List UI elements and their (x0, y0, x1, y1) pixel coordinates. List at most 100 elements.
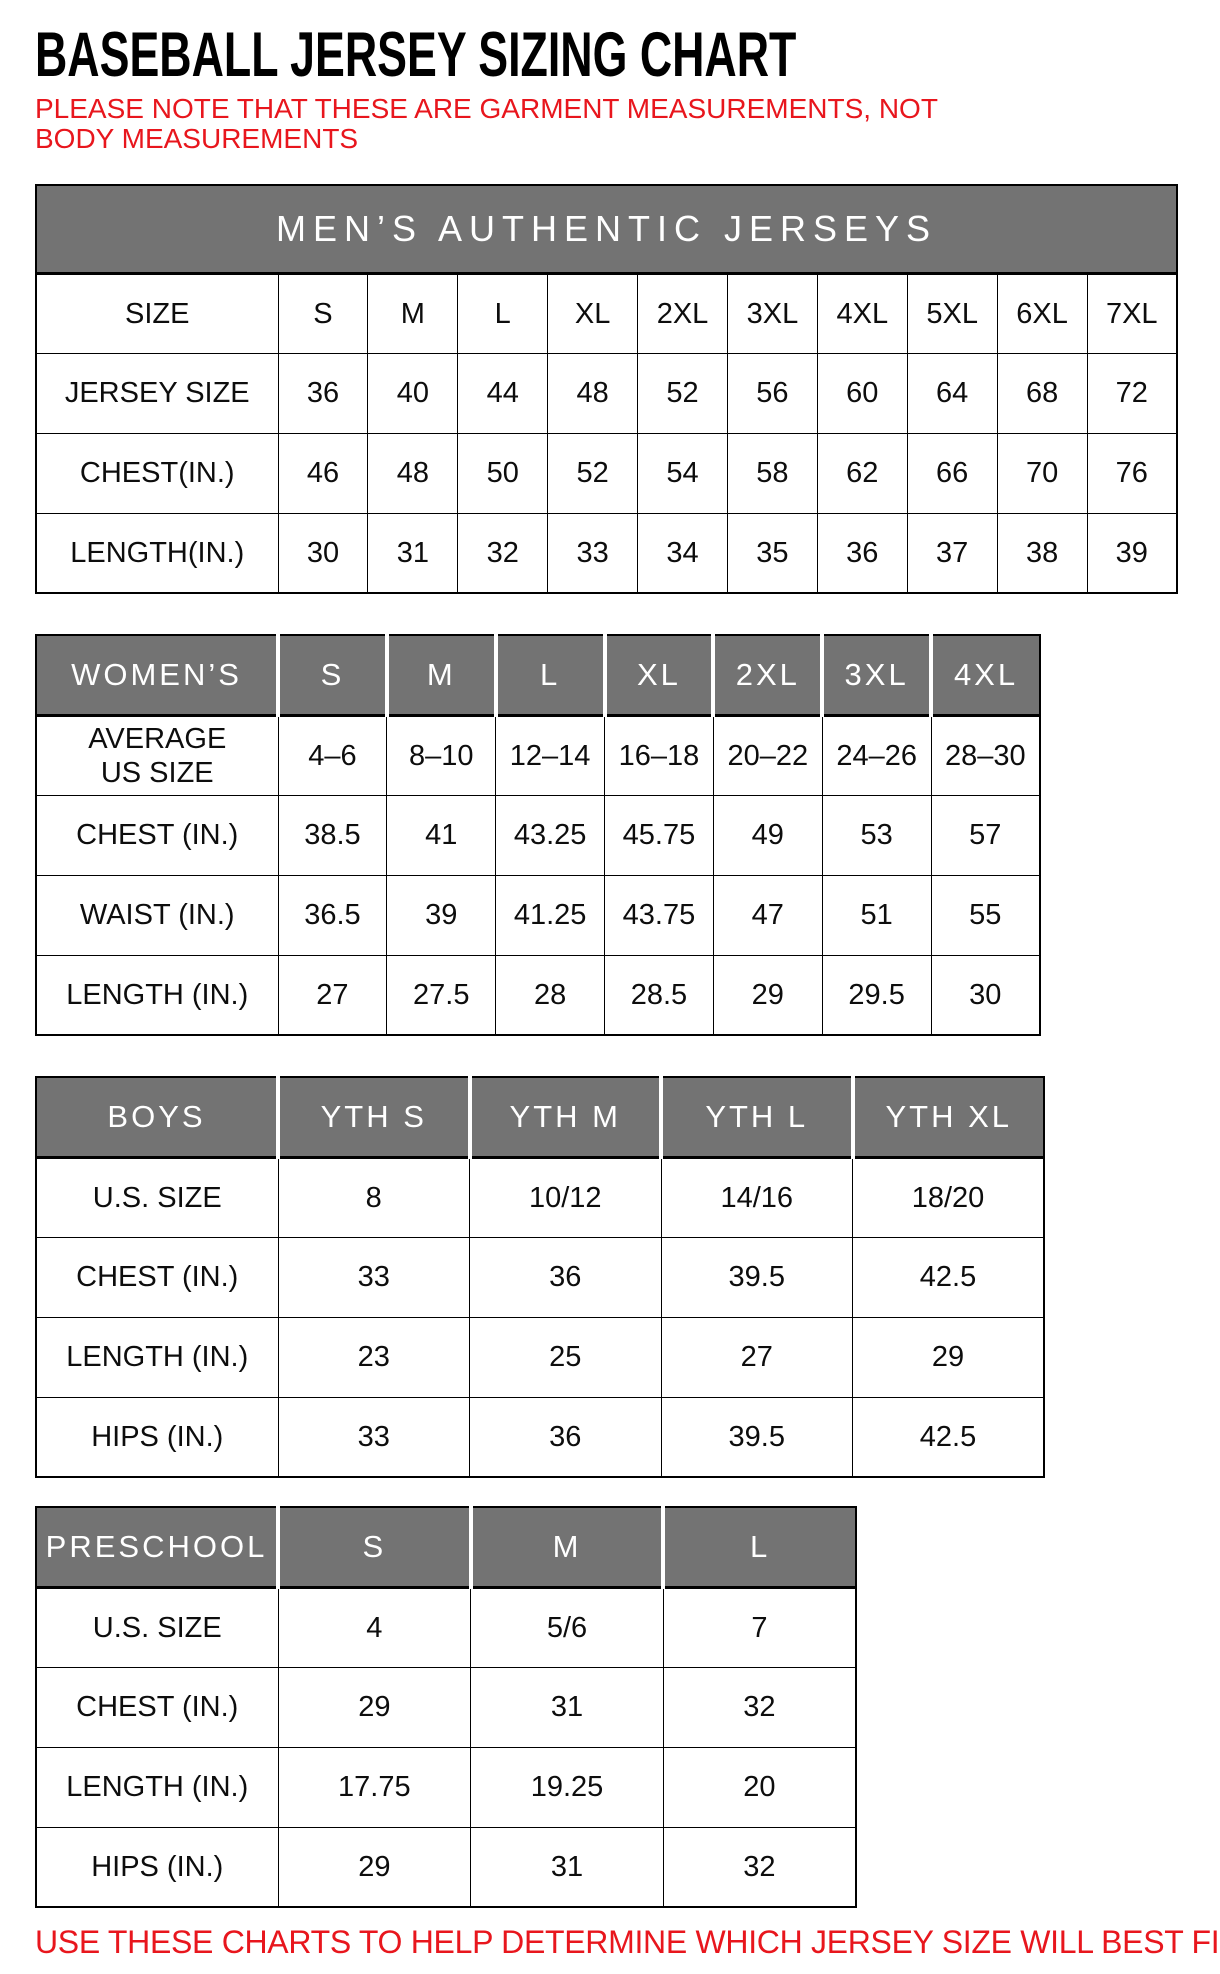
value-cell: 66 (906, 432, 998, 514)
value-cell: 27.5 (386, 954, 497, 1036)
table-header-cell: M (468, 1507, 664, 1587)
value-cell: 29 (277, 1826, 472, 1908)
value-cell: 16–18 (604, 713, 714, 796)
value-cell: 38 (996, 512, 1088, 594)
table-header-cell: S (276, 635, 387, 715)
value-cell: 17.75 (277, 1746, 472, 1828)
row-label: HIPS (IN.) (35, 1826, 279, 1908)
table-row: CHEST (IN.) 38.5 41 43.25 45.75 49 53 57 (35, 794, 1041, 876)
row-label: LENGTH (IN.) (35, 1316, 279, 1398)
value-cell: 23 (277, 1316, 470, 1398)
value-cell: M (367, 271, 459, 354)
table-row: LENGTH (IN.) 23 25 27 29 (35, 1316, 1045, 1398)
value-cell: 76 (1086, 432, 1178, 514)
value-cell: 3XL (726, 271, 818, 354)
value-cell: 44 (457, 352, 549, 434)
value-cell: 20 (662, 1746, 857, 1828)
value-cell: 39 (1086, 512, 1178, 594)
table-row: LENGTH (IN.) 27 27.5 28 28.5 29 29.5 30 (35, 954, 1041, 1036)
value-cell: 62 (816, 432, 908, 514)
row-label: CHEST (IN.) (35, 1666, 279, 1748)
value-cell: 39.5 (660, 1396, 853, 1478)
value-cell: 33 (277, 1236, 470, 1318)
value-cell: 12–14 (495, 713, 606, 796)
value-cell: 72 (1086, 352, 1178, 434)
value-cell: 51 (821, 874, 932, 956)
value-cell: 42.5 (852, 1396, 1045, 1478)
value-cell: 47 (712, 874, 823, 956)
value-cell: S (277, 271, 369, 354)
value-cell: 43.25 (495, 794, 606, 876)
table-row: AVERAGE US SIZE 4–6 8–10 12–14 16–18 20–22 24–… (35, 713, 1041, 796)
value-cell: 36.5 (277, 874, 388, 956)
value-cell: 30 (277, 512, 369, 594)
value-cell: 41.25 (495, 874, 606, 956)
value-cell: 18/20 (852, 1155, 1045, 1238)
table-header-cell: BOYS (36, 1077, 278, 1157)
value-cell: 42.5 (852, 1236, 1045, 1318)
value-cell: 31 (367, 512, 459, 594)
value-cell: 5/6 (470, 1585, 664, 1668)
fit-advice-footer: USE THESE CHARTS TO HELP DETERMINE WHICH… (35, 1924, 1220, 1960)
row-label: CHEST(IN.) (35, 432, 279, 514)
value-cell: 58 (726, 432, 818, 514)
value-cell: 32 (457, 512, 549, 594)
value-cell: L (457, 271, 549, 354)
value-cell: 33 (547, 512, 639, 594)
page-title: BASEBALL JERSEY SIZING CHART (35, 20, 797, 90)
value-cell: 48 (367, 432, 459, 514)
value-cell: 34 (637, 512, 728, 594)
value-cell: 50 (457, 432, 549, 514)
value-cell: 49 (712, 794, 823, 876)
value-cell: 52 (547, 432, 639, 514)
value-cell: 46 (277, 432, 369, 514)
value-cell: 36 (816, 512, 908, 594)
boys-sizing-table: BOYS YTH S YTH M YTH L YTH XL U.S. SIZE 8 10/12… (35, 1076, 1045, 1478)
preschool-sizing-table: PRESCHOOL S M L U.S. SIZE 4 5/6 7 CHEST (IN.) 29 3… (35, 1506, 857, 1908)
value-cell: 48 (547, 352, 639, 434)
row-label: WAIST (IN.) (35, 874, 279, 956)
row-label: JERSEY SIZE (35, 352, 279, 434)
table-header-cell: L (661, 1507, 856, 1587)
value-cell: 57 (930, 794, 1041, 876)
row-label: AVERAGE US SIZE (35, 713, 279, 796)
value-cell: 33 (277, 1396, 470, 1478)
mens-authentic-jerseys-table: MEN’S AUTHENTIC JERSEYS SIZE S M L XL 2XL 3XL 4X… (35, 184, 1178, 594)
value-cell: 31 (470, 1666, 664, 1748)
row-label: LENGTH(IN.) (35, 512, 279, 594)
value-cell: 29 (277, 1666, 472, 1748)
row-label: SIZE (35, 271, 279, 354)
value-cell: 39 (386, 874, 497, 956)
table-row: LENGTH(IN.) 30 31 32 33 34 35 36 37 38 39 (35, 512, 1178, 594)
value-cell: 54 (637, 432, 728, 514)
value-cell: 27 (277, 954, 388, 1036)
value-cell: 30 (930, 954, 1041, 1036)
value-cell: 60 (816, 352, 908, 434)
table-header-cell: PRESCHOOL (36, 1507, 278, 1587)
value-cell: 14/16 (660, 1155, 853, 1238)
value-cell: 29 (712, 954, 823, 1036)
value-cell: 29 (852, 1316, 1045, 1398)
table-header-cell: L (493, 635, 605, 715)
value-cell: 32 (662, 1826, 857, 1908)
value-cell: 36 (277, 352, 369, 434)
table-header-cell: YTH M (467, 1077, 661, 1157)
value-cell: 41 (386, 794, 497, 876)
table-header-row: BOYS YTH S YTH M YTH L YTH XL (36, 1077, 1044, 1157)
table-row: U.S. SIZE 4 5/6 7 (35, 1585, 857, 1668)
value-cell: 4XL (816, 271, 908, 354)
value-cell: 39.5 (660, 1236, 853, 1318)
row-label: LENGTH (IN.) (35, 954, 279, 1036)
row-label: LENGTH (IN.) (35, 1746, 279, 1828)
table-row: HIPS (IN.) 33 36 39.5 42.5 (35, 1396, 1045, 1478)
row-label: CHEST (IN.) (35, 794, 279, 876)
value-cell: 45.75 (604, 794, 714, 876)
value-cell: 4 (277, 1585, 472, 1668)
table-row: CHEST (IN.) 29 31 32 (35, 1666, 857, 1748)
value-cell: 43.75 (604, 874, 714, 956)
value-cell: 70 (996, 432, 1088, 514)
value-cell: 56 (726, 352, 818, 434)
value-cell: 8–10 (386, 713, 497, 796)
table-header-cell: YTH L (659, 1077, 853, 1157)
